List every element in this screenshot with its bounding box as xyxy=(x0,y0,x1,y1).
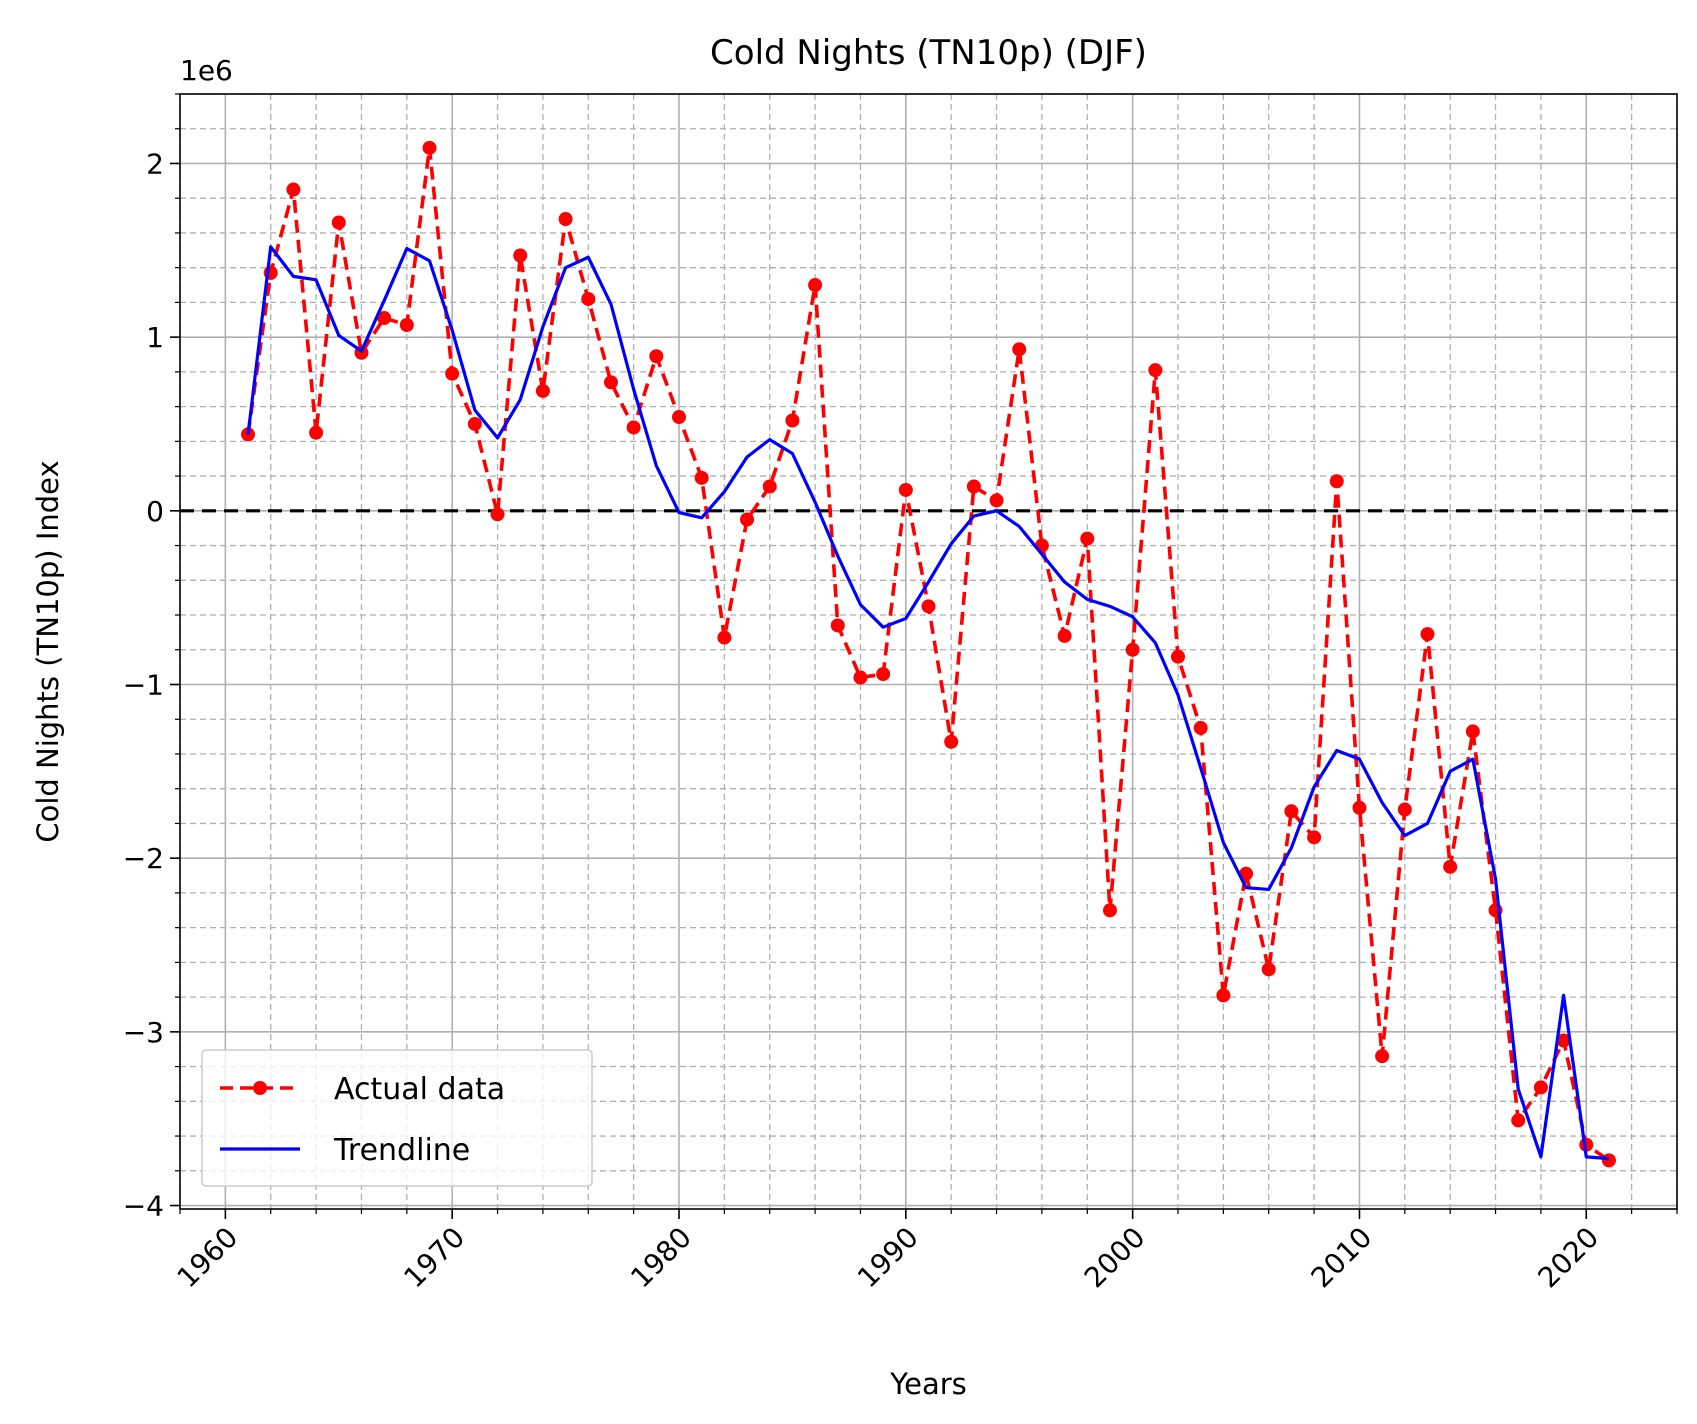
data-point-actual-data xyxy=(1080,531,1095,546)
data-point-actual-data xyxy=(1261,962,1276,977)
ticks xyxy=(170,93,1678,1219)
plot-frame xyxy=(179,93,1678,1210)
y-axis-label: Cold Nights (TN10p) Index xyxy=(31,460,65,842)
y-tick-label: −1 xyxy=(123,668,164,701)
data-point-actual-data xyxy=(1352,800,1367,815)
data-point-actual-data xyxy=(966,479,981,494)
data-point-actual-data xyxy=(1375,1049,1390,1064)
data-point-actual-data xyxy=(989,493,1004,508)
data-point-actual-data xyxy=(558,212,573,227)
data-point-actual-data xyxy=(694,470,709,485)
y-tick-label: −3 xyxy=(123,1016,164,1049)
data-point-actual-data xyxy=(490,507,505,522)
y-tick-label: −2 xyxy=(123,842,164,875)
data-point-actual-data xyxy=(1397,802,1412,817)
data-point-actual-data xyxy=(785,413,800,428)
data-point-actual-data xyxy=(399,317,414,332)
data-point-actual-data xyxy=(535,383,550,398)
data-point-actual-data xyxy=(944,734,959,749)
y-tick-label: 2 xyxy=(146,147,164,180)
series-layer xyxy=(241,140,1616,1168)
data-point-actual-data xyxy=(740,512,755,527)
data-point-actual-data xyxy=(921,599,936,614)
data-point-actual-data xyxy=(422,140,437,155)
legend: Actual data Trendline xyxy=(201,1049,593,1187)
data-point-actual-data xyxy=(649,349,664,364)
y-tick-label: 0 xyxy=(146,495,164,528)
series-trendline-line xyxy=(246,245,1610,1161)
data-point-actual-data xyxy=(1171,649,1185,664)
legend-label-actual-data: Actual data xyxy=(334,1072,505,1107)
data-point-actual-data xyxy=(1216,988,1231,1003)
data-point-actual-data xyxy=(309,425,324,440)
data-point-actual-data xyxy=(1284,804,1299,819)
y-offset-label: 1e6 xyxy=(180,54,233,87)
data-point-actual-data xyxy=(808,278,823,293)
data-point-actual-data xyxy=(1556,1033,1571,1048)
data-point-actual-data xyxy=(1601,1153,1616,1168)
data-point-actual-data xyxy=(1443,859,1458,874)
data-point-actual-data xyxy=(377,311,392,326)
data-point-actual-data xyxy=(830,618,845,633)
data-point-actual-data xyxy=(1125,642,1140,657)
data-point-actual-data xyxy=(762,479,777,494)
data-point-actual-data xyxy=(1307,830,1322,845)
data-point-actual-data xyxy=(445,366,460,381)
data-point-actual-data xyxy=(1057,628,1072,643)
data-point-actual-data xyxy=(1465,724,1480,739)
legend-box xyxy=(201,1049,593,1187)
data-point-actual-data xyxy=(853,670,868,685)
x-axis-label: Years xyxy=(889,1367,967,1401)
data-point-actual-data xyxy=(672,410,686,425)
data-point-actual-data xyxy=(1533,1080,1548,1095)
data-point-actual-data xyxy=(331,215,346,230)
data-point-actual-data xyxy=(1012,342,1027,357)
data-point-actual-data xyxy=(717,630,732,645)
data-point-actual-data xyxy=(898,482,913,497)
data-point-actual-data xyxy=(603,375,618,390)
minor-grid xyxy=(179,93,1678,1209)
data-point-actual-data xyxy=(1511,1113,1526,1128)
data-point-actual-data xyxy=(1420,627,1435,642)
data-point-actual-data xyxy=(626,420,641,435)
legend-marker-actual-data xyxy=(253,1081,267,1095)
chart-title: Cold Nights (TN10p) (DJF) xyxy=(710,33,1147,73)
data-point-actual-data xyxy=(1102,903,1117,918)
data-point-actual-data xyxy=(1329,474,1344,489)
data-point-actual-data xyxy=(581,291,596,306)
data-point-actual-data xyxy=(1193,720,1208,735)
data-point-actual-data xyxy=(513,248,528,263)
data-point-actual-data xyxy=(1148,363,1163,378)
y-tick-label: −4 xyxy=(123,1190,164,1223)
data-point-actual-data xyxy=(467,416,482,431)
data-point-actual-data xyxy=(286,182,301,197)
y-tick-label: 1 xyxy=(146,321,164,354)
legend-label-trendline: Trendline xyxy=(333,1133,470,1168)
data-point-actual-data xyxy=(876,667,891,682)
